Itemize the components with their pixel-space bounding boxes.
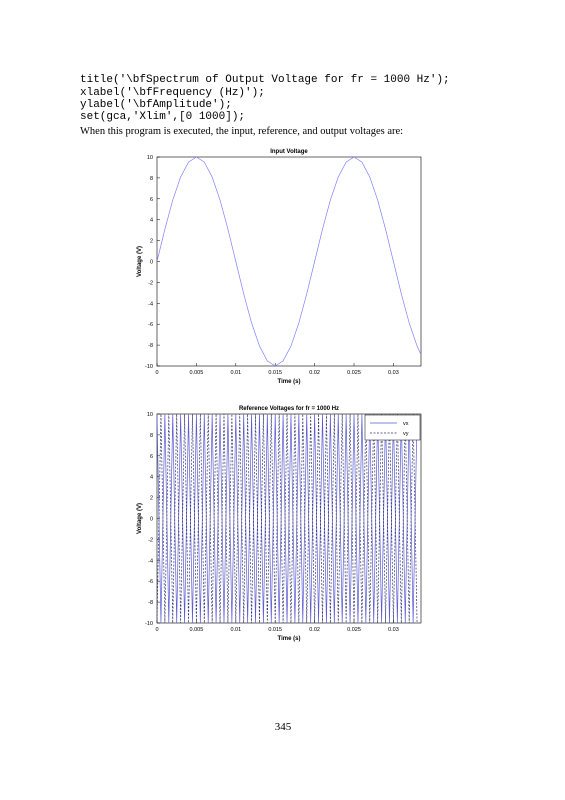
- y-tick-label: 10: [147, 412, 153, 418]
- x-tick-label: 0: [155, 627, 158, 633]
- legend-box: [364, 414, 421, 441]
- chart-title: Reference Voltages for fr = 1000 Hz: [239, 406, 339, 412]
- x-tick-label: 0.01: [230, 627, 241, 633]
- y-tick-label: -8: [148, 343, 153, 349]
- y-tick-label: 0: [150, 517, 153, 523]
- paragraph: When this program is executed, the input…: [80, 126, 403, 137]
- y-tick-label: -2: [148, 280, 153, 286]
- x-tick-label: 0.015: [268, 627, 282, 633]
- x-tick-label: 0.03: [388, 370, 399, 376]
- code-line: set(gca,'Xlim',[0 1000]);: [80, 111, 245, 123]
- x-tick-label: 0.025: [347, 627, 361, 633]
- x-tick-label: 0.03: [388, 627, 399, 633]
- y-tick-label: 2: [150, 496, 153, 502]
- y-tick-label: -4: [148, 301, 153, 307]
- legend-label: vy: [403, 431, 409, 437]
- x-tick-label: 0.005: [190, 627, 204, 633]
- y-axis-label: Voltage (V): [137, 503, 143, 534]
- data-line: [156, 156, 422, 367]
- chart-title: Input Voltage: [270, 149, 308, 155]
- y-tick-label: -8: [148, 600, 153, 606]
- y-tick-label: -4: [148, 558, 153, 564]
- y-tick-label: -6: [148, 322, 153, 328]
- x-tick-label: 0.02: [309, 370, 320, 376]
- x-tick-label: 0.01: [230, 370, 241, 376]
- y-tick-label: 0: [150, 260, 153, 266]
- y-tick-label: 4: [150, 475, 153, 481]
- data-line: [156, 413, 418, 624]
- y-tick-label: 10: [147, 155, 153, 161]
- plot-area: [156, 156, 422, 367]
- code-line: title('\bfSpectrum of Output Voltage for…: [80, 74, 450, 86]
- y-tick-label: -6: [148, 579, 153, 585]
- y-tick-label: -10: [145, 364, 153, 370]
- y-tick-label: 4: [150, 218, 153, 224]
- y-axis-label: Voltage (V): [137, 246, 143, 277]
- y-tick-label: -10: [145, 621, 153, 627]
- x-axis-label: Time (s): [278, 379, 301, 385]
- x-tick-label: 0.005: [190, 370, 204, 376]
- x-tick-label: 0.02: [309, 627, 320, 633]
- x-tick-label: 0.015: [268, 370, 282, 376]
- code-line: ylabel('\bfAmplitude');: [80, 99, 232, 111]
- y-tick-label: 8: [150, 433, 153, 439]
- y-tick-label: 8: [150, 176, 153, 182]
- code-line: xlabel('\bfFrequency (Hz)');: [80, 87, 265, 99]
- y-tick-label: -2: [148, 537, 153, 543]
- page-number: 345: [275, 721, 292, 733]
- y-tick-label: 2: [150, 239, 153, 245]
- x-tick-label: 0: [155, 370, 158, 376]
- legend-label: vx: [403, 421, 409, 427]
- x-tick-label: 0.025: [347, 370, 361, 376]
- y-tick-label: 6: [150, 454, 153, 460]
- y-tick-label: 6: [150, 197, 153, 203]
- x-axis-label: Time (s): [278, 636, 301, 642]
